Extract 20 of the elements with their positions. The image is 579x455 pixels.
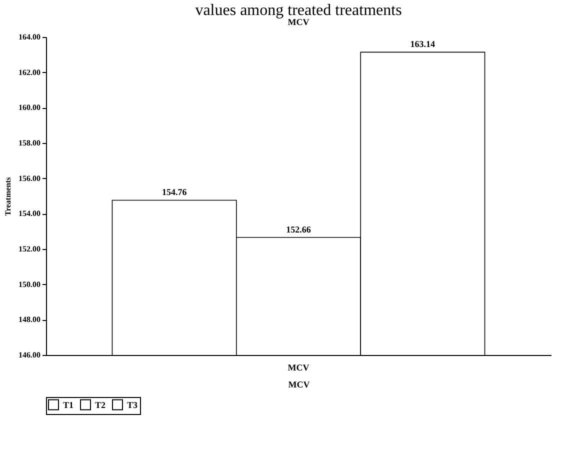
y-tick-label: 158.00 bbox=[18, 138, 40, 148]
chart-title: values among treated treatments bbox=[195, 2, 402, 19]
y-tick-label: 150.00 bbox=[18, 280, 40, 289]
y-tick-label: 164.00 bbox=[18, 32, 40, 42]
data-label: 152.66 bbox=[286, 224, 312, 234]
y-tick-label: 160.00 bbox=[18, 103, 40, 112]
chart-subtitle: MCV bbox=[288, 17, 310, 27]
y-tick-label: 162.00 bbox=[18, 68, 40, 77]
legend-label: T3 bbox=[127, 400, 138, 410]
y-tick-label: 146.00 bbox=[18, 350, 40, 360]
y-tick-label: 152.00 bbox=[18, 244, 40, 254]
data-label: 163.14 bbox=[410, 39, 436, 50]
y-axis-title: Treatments bbox=[4, 177, 12, 216]
legend-label: T2 bbox=[95, 400, 106, 410]
legend-label: T1 bbox=[63, 400, 74, 410]
x-axis-title: MCV bbox=[288, 380, 310, 390]
y-tick-label: 148.00 bbox=[18, 315, 40, 324]
y-tick-label: 156.00 bbox=[18, 174, 40, 183]
data-label: 154.76 bbox=[162, 187, 188, 198]
y-tick-label: 154.00 bbox=[18, 209, 40, 218]
